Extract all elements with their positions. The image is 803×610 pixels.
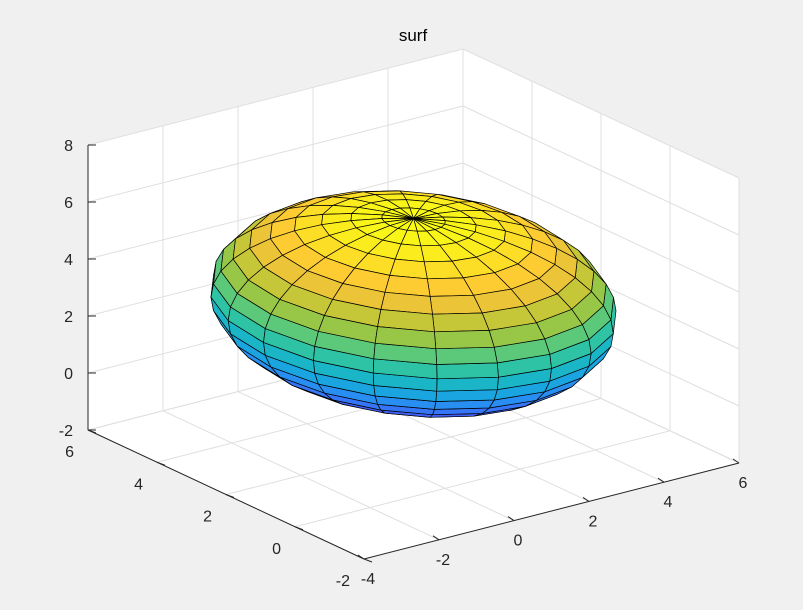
x-tick-mark <box>432 535 440 541</box>
surface-face <box>436 362 499 380</box>
y-tick-label: 0 <box>272 541 281 558</box>
y-tick-mark <box>156 461 166 466</box>
grid-line <box>87 48 464 146</box>
x-tick-mark <box>657 477 665 483</box>
z-tick-label: 4 <box>64 252 73 269</box>
surface-face <box>436 376 499 392</box>
z-tick-label: -2 <box>59 423 73 440</box>
grid-line <box>87 105 464 203</box>
surface-face <box>429 294 483 315</box>
y-tick-label: -2 <box>336 573 350 590</box>
y-tick-label: 2 <box>203 509 212 526</box>
grid-line <box>462 48 740 179</box>
grid-line <box>294 430 671 528</box>
surface-face <box>374 326 437 350</box>
surface-face <box>435 346 498 365</box>
z-tick-label: 2 <box>64 309 73 326</box>
x-tick-mark <box>582 496 590 502</box>
surface-plot[interactable] <box>210 190 617 418</box>
y-tick-label: 6 <box>65 444 74 461</box>
grid-line <box>462 105 740 236</box>
x-tick-mark <box>732 458 740 464</box>
x-tick-label: 6 <box>739 475 748 492</box>
axis-lines <box>87 144 740 563</box>
grid-line <box>87 162 464 260</box>
chart-title: surf <box>399 26 428 45</box>
y-tick-label: 4 <box>134 476 143 493</box>
y-tick-mark <box>363 558 373 563</box>
surface-face <box>435 389 498 402</box>
x-tick-label: 2 <box>589 513 598 530</box>
y-tick-mark <box>225 494 235 498</box>
grid-line <box>225 398 602 495</box>
x-tick-mark <box>357 554 365 560</box>
z-tick-label: 8 <box>64 138 73 155</box>
grid-line <box>462 162 740 293</box>
z-tick-label: 6 <box>64 195 73 212</box>
x-tick-label: -2 <box>436 552 450 569</box>
x-axis-line <box>363 462 740 560</box>
z-tick-label: 0 <box>64 366 73 383</box>
tick-labels: -4 -2 0 2 4 6 -2 0 2 4 6 -2 0 2 4 6 8 <box>59 138 748 590</box>
surface-face <box>432 312 490 333</box>
x-tick-label: -4 <box>361 571 375 588</box>
x-tick-mark <box>507 516 515 522</box>
surface-face <box>434 330 495 350</box>
y-tick-mark <box>294 526 304 531</box>
x-tick-label: 4 <box>664 494 673 511</box>
x-tick-label: 0 <box>514 533 523 550</box>
